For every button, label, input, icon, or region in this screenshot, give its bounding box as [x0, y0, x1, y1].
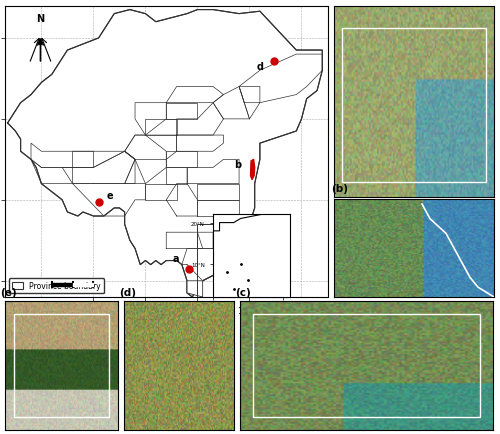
Text: b: b [234, 160, 241, 170]
Text: a: a [173, 253, 180, 263]
Text: (b): (b) [331, 184, 348, 194]
Text: (e): (e) [0, 287, 17, 297]
Polygon shape [52, 283, 72, 287]
Legend: Province boundary: Province boundary [9, 278, 104, 293]
Bar [212, 215, 290, 297]
Text: (c): (c) [235, 287, 250, 297]
Polygon shape [250, 160, 254, 180]
Text: 0: 0 [55, 284, 60, 290]
Text: c: c [226, 249, 232, 259]
Bar [342, 30, 486, 182]
Text: 80 km: 80 km [426, 310, 450, 319]
Text: (d): (d) [120, 287, 136, 297]
Text: 0: 0 [376, 215, 381, 224]
Text: 400 km: 400 km [67, 284, 94, 290]
Polygon shape [72, 283, 94, 287]
Polygon shape [187, 281, 202, 297]
Bar [198, 225, 260, 297]
Text: N: N [36, 14, 44, 24]
Text: d: d [256, 62, 263, 72]
Text: 200: 200 [60, 284, 74, 290]
Polygon shape [8, 10, 322, 297]
Text: 10 km: 10 km [426, 215, 450, 224]
Text: 0: 0 [376, 310, 381, 319]
Text: e: e [106, 191, 113, 201]
Polygon shape [244, 233, 260, 265]
Bar [14, 314, 108, 417]
Bar [252, 314, 480, 417]
